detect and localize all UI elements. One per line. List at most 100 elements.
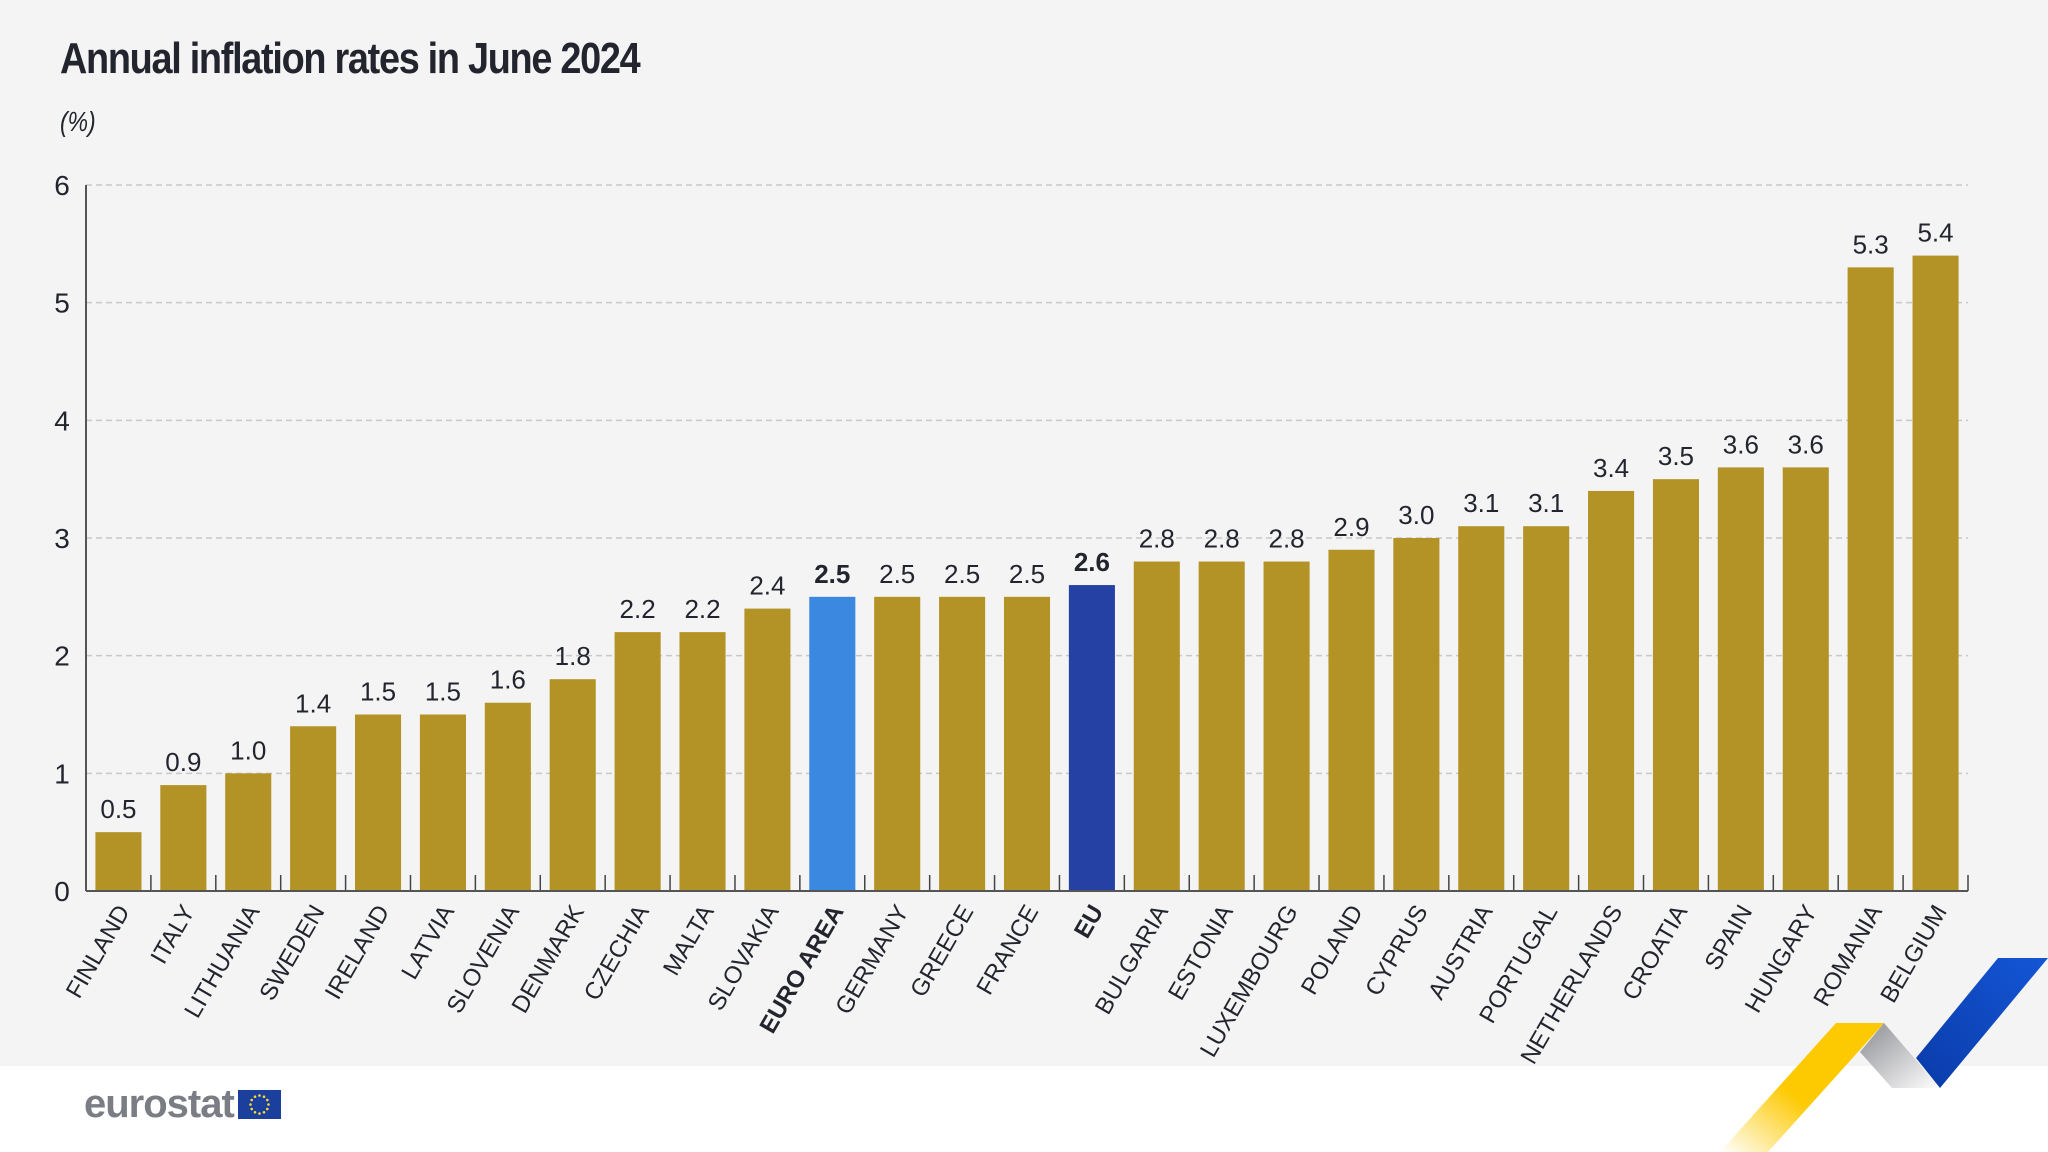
value-label: 3.6	[1788, 429, 1824, 459]
ribbon-grey	[1860, 1023, 1940, 1088]
eu-star	[262, 1110, 266, 1114]
bar-greece	[939, 596, 986, 891]
category-label: ESTONIA	[1163, 901, 1239, 1005]
category-label: EU	[1069, 901, 1109, 943]
category-label: FRANCE	[971, 901, 1044, 1000]
y-tick-label: 2	[54, 641, 70, 672]
y-tick-label: 4	[54, 405, 70, 436]
bars	[95, 255, 1959, 892]
value-label: 3.1	[1463, 488, 1499, 518]
value-label: 3.6	[1723, 429, 1759, 459]
eu-star	[250, 1107, 253, 1111]
value-label: 2.2	[620, 594, 656, 624]
eu-star	[249, 1103, 252, 1106]
category-label: AUSTRIA	[1423, 901, 1498, 1005]
logo-text: eurostat	[84, 1082, 235, 1126]
bar-latvia	[419, 714, 466, 891]
chart-title: Annual inflation rates in June 2024	[60, 34, 641, 83]
value-label: 2.5	[944, 559, 980, 589]
bar-romania	[1847, 267, 1894, 891]
axes	[85, 185, 1969, 892]
bar-ireland	[354, 714, 402, 891]
eu-star	[258, 1094, 261, 1097]
value-label: 2.5	[814, 559, 850, 589]
bar-austria	[1458, 526, 1505, 891]
decorative-ribbon	[1720, 958, 2048, 1152]
bar-belgium	[1912, 255, 1959, 892]
bar-netherlands	[1588, 490, 1635, 891]
eu-star	[253, 1110, 257, 1114]
category-label: SWEDEN	[254, 901, 330, 1006]
category-label: CZECHIA	[579, 901, 655, 1006]
y-tick-label: 1	[54, 758, 70, 789]
value-label: 3.4	[1593, 453, 1629, 483]
category-label: MALTA	[658, 901, 720, 981]
y-tick-label: 0	[54, 876, 70, 907]
y-axis-ticks: 0 1 2 3 4 5 6	[54, 170, 70, 907]
value-label: 1.6	[490, 665, 526, 695]
bar-euro-area	[809, 596, 856, 891]
y-tick-label: 6	[54, 170, 70, 201]
category-label: FINLAND	[61, 901, 136, 1003]
bar-italy	[160, 785, 207, 891]
category-label: IRELAND	[320, 901, 395, 1005]
value-labels: 0.5 0.9 1.0 1.4 1.5 1.5 1.6 1.8 2.2 2.2 2.4 2.5 2.5 2…	[100, 218, 1953, 825]
bar-estonia	[1198, 561, 1245, 891]
value-label: 5.4	[1917, 218, 1953, 248]
value-label: 1.5	[425, 677, 461, 707]
bar-slovenia	[484, 702, 531, 891]
category-label: LATVIA	[396, 901, 460, 985]
bar-lithuania	[225, 773, 272, 891]
value-label: 2.4	[749, 571, 785, 601]
bar-chart: 0 1 2 3 4 5 6 0.5 0.9 1.0 1.4 1.5 1.5 1.6 1.8 2.2 2.2 2.…	[54, 170, 1969, 1067]
eu-star	[250, 1098, 253, 1102]
value-label: 0.5	[100, 794, 136, 824]
value-label: 2.8	[1139, 524, 1175, 554]
bar-slovakia	[744, 608, 791, 891]
value-label: 2.5	[1009, 559, 1045, 589]
bar-france	[1003, 596, 1051, 891]
bar-portugal	[1523, 526, 1570, 891]
value-label: 2.8	[1204, 524, 1240, 554]
value-label: 0.9	[165, 747, 201, 777]
eu-star	[267, 1103, 270, 1106]
bar-spain	[1717, 467, 1764, 891]
value-label: 2.2	[684, 594, 720, 624]
eu-star	[262, 1095, 266, 1099]
bar-germany	[874, 596, 921, 891]
eu-flag-icon	[237, 1090, 281, 1119]
y-tick-label: 3	[54, 523, 70, 554]
bar-luxembourg	[1263, 561, 1310, 891]
value-label: 2.9	[1333, 512, 1369, 542]
bar-croatia	[1652, 479, 1700, 891]
bar-hungary	[1782, 467, 1829, 891]
value-label: 2.6	[1074, 547, 1110, 577]
category-label: ITALY	[146, 901, 201, 969]
bar-poland	[1328, 549, 1375, 891]
ribbon-yellow	[1720, 1023, 1884, 1152]
value-label: 1.4	[295, 688, 331, 718]
y-tick-label: 5	[54, 288, 70, 319]
y-axis-unit-label: (%)	[60, 106, 96, 137]
value-label: 3.5	[1658, 441, 1694, 471]
eu-star	[265, 1107, 269, 1111]
bar-sweden	[290, 726, 337, 891]
bar-malta	[679, 632, 726, 891]
category-label: CROATIA	[1617, 901, 1693, 1005]
eu-star	[258, 1112, 261, 1115]
value-label: 1.8	[555, 641, 591, 671]
value-label: 2.8	[1269, 524, 1305, 554]
value-label: 1.0	[230, 735, 266, 765]
ribbon-blue	[1916, 958, 2048, 1088]
value-label: 3.1	[1528, 488, 1564, 518]
eu-star	[265, 1098, 269, 1102]
eu-star	[253, 1095, 257, 1099]
bar-finland	[95, 832, 142, 891]
value-label: 2.5	[879, 559, 915, 589]
bar-denmark	[549, 679, 596, 891]
value-label: 1.5	[360, 677, 396, 707]
category-label: POLAND	[1296, 901, 1369, 1000]
bar-eu	[1068, 585, 1115, 891]
bar-bulgaria	[1133, 561, 1180, 891]
